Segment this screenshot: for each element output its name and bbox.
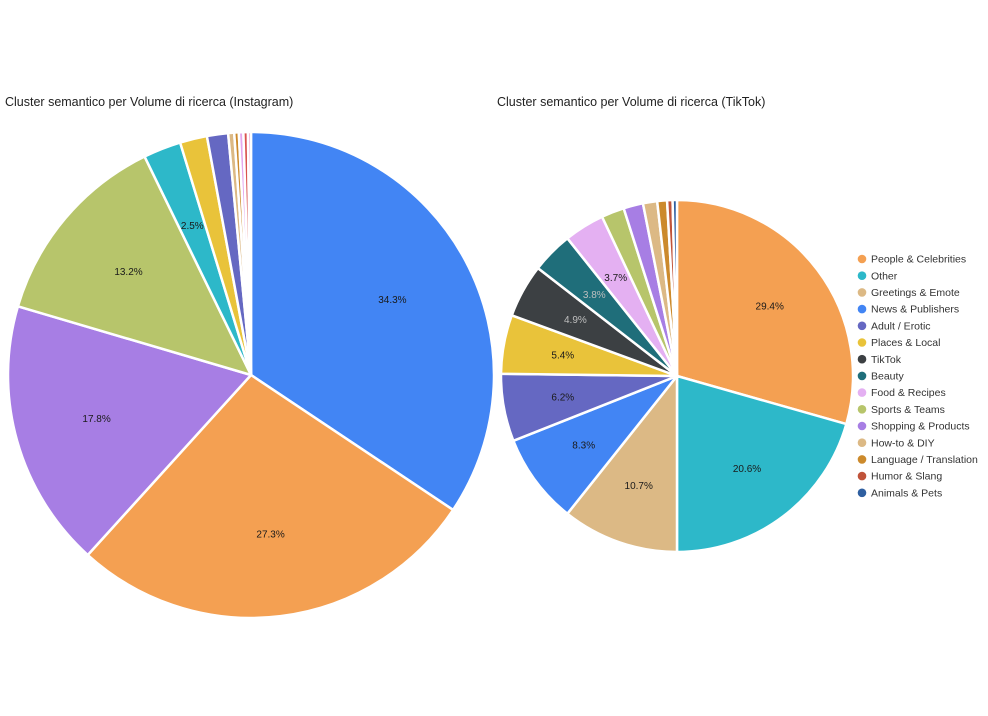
instagram-slice-label-sports-teams: 13.2% [114,267,142,278]
legend-swatch-food-recipes [857,388,867,397]
legend-label-places-local: Places & Local [871,337,940,349]
legend-swatch-adult-erotic [857,321,867,331]
tiktok-slice-greetings-emote [566,374,679,554]
legend-swatch-humor-slang [857,471,867,481]
legend-label-people-celebrities: People & Celebrities [871,254,966,266]
legend-label-greetings-emote: Greetings & Emote [871,287,960,299]
tiktok-slice-animals-pets [671,198,679,378]
legend-label-language-translation: Language / Translation [871,454,978,466]
tiktok-slice-news-publishers [512,374,679,515]
tiktok-slice-label-news-publishers: 8.3% [572,441,595,452]
tiktok-slice-label-tiktok: 4.9% [564,315,587,326]
tiktok-slice-label-people-celebrities: 29.4% [756,302,784,313]
instagram-slice-people-celebrities [86,373,455,620]
legend-label-sports-teams: Sports & Teams [871,404,945,416]
legend-swatch-how-to-diy [857,438,867,448]
tiktok-slice-label-adult-erotic: 6.2% [551,393,574,404]
legend-swatch-animals-pets [857,488,867,498]
instagram-slice-beauty [246,130,253,377]
tiktok-legend: People & Celebrities Other Greetings & Emo… [857,254,978,499]
tiktok-slice-label-food-recipes: 3.7% [604,273,627,284]
legend-swatch-places-local [857,338,867,347]
tiktok-slice-people-celebrities [675,198,855,426]
legend-label-news-publishers: News & Publishers [871,304,959,316]
tiktok-slice-label-other: 20.6% [733,464,761,475]
legend-swatch-greetings-emote [857,288,867,297]
instagram-slice-label-people-celebrities: 27.3% [256,530,284,541]
legend-label-adult-erotic: Adult / Erotic [871,320,931,332]
tiktok-slice-label-beauty: 3.8% [583,290,606,301]
legend-swatch-news-publishers [857,304,867,314]
legend-label-beauty: Beauty [871,371,904,383]
instagram-chart-title: Cluster semantico per Volume di ricerca … [5,95,293,109]
legend-label-humor-slang: Humor & Slang [871,471,942,483]
legend-swatch-language-translation [857,455,867,464]
legend-swatch-shopping-products [857,421,867,431]
tiktok-pie: 29.4% 20.6% 10.7% 8.3% 6.2% 5.4% 4.9% 3.8% 3.7% [499,198,855,554]
legend-swatch-people-celebrities [857,254,867,264]
legend-label-tiktok: TikTok [871,354,902,366]
legend-label-other: Other [871,270,898,282]
tiktok-slice-other [675,374,848,554]
legend-swatch-beauty [857,371,867,381]
legend-label-food-recipes: Food & Recipes [871,387,946,399]
legend-swatch-sports-teams [857,405,867,414]
instagram-pie: 34.3% 27.3% 17.8% 13.2% 2.5% [6,130,496,620]
legend-swatch-other [857,271,867,281]
tiktok-slice-label-greetings-emote: 10.7% [625,481,653,492]
legend-swatch-tiktok [857,354,867,364]
legend-label-how-to-diy: How-to & DIY [871,437,935,449]
instagram-slice-sports-teams [16,155,253,377]
instagram-slice-shopping-products [6,305,253,557]
legend-label-animals-pets: Animals & Pets [871,487,942,499]
legend-label-shopping-products: Shopping & Products [871,421,970,433]
tiktok-chart-title: Cluster semantico per Volume di ricerca … [497,95,765,109]
instagram-slice-label-shopping-products: 17.8% [82,414,110,425]
instagram-slice-label-other: 2.5% [181,221,204,232]
tiktok-slice-label-places-local: 5.4% [551,351,574,362]
instagram-slice-label-news-publishers: 34.3% [378,295,406,306]
